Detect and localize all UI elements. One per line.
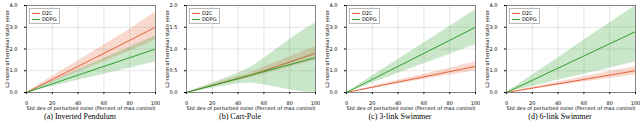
svg-text:1.5: 1.5 xyxy=(170,24,178,30)
svg-text:1.0: 1.0 xyxy=(170,46,178,52)
svg-text:40: 40 xyxy=(394,100,402,107)
html-text:DDPG: DDPG xyxy=(522,16,537,22)
svg-text:80: 80 xyxy=(286,100,293,107)
svg-text:60: 60 xyxy=(420,100,428,107)
svg-text:0.0: 0.0 xyxy=(170,89,178,95)
html-text:DDPG: DDPG xyxy=(362,16,377,22)
svg-text:0: 0 xyxy=(184,100,189,107)
svg-text:2.0: 2.0 xyxy=(10,46,18,52)
svg-text:0.0: 0.0 xyxy=(490,89,498,95)
html-text:(b) Cart-Pole: (b) Cart-Pole xyxy=(219,112,261,121)
svg-text:3.0: 3.0 xyxy=(330,24,338,30)
svg-text:60: 60 xyxy=(260,100,268,107)
svg-text:60: 60 xyxy=(100,100,108,107)
svg-text:40: 40 xyxy=(554,100,562,107)
svg-text:2.0: 2.0 xyxy=(490,46,498,52)
svg-text:Std dev of perturbed noise (Pe: Std dev of perturbed noise (Percent of m… xyxy=(346,105,475,112)
html-text:D2C: D2C xyxy=(42,10,53,16)
svg-text:1.0: 1.0 xyxy=(490,67,498,73)
svg-text:4.0: 4.0 xyxy=(10,2,18,8)
svg-text:2.0: 2.0 xyxy=(330,46,338,52)
svg-text:4.0: 4.0 xyxy=(330,2,338,8)
svg-text:L2-norm of terminal state erro: L2-norm of terminal state error xyxy=(164,9,170,88)
html-text:(a) Inverted Pendulum: (a) Inverted Pendulum xyxy=(44,112,116,121)
svg-text:Std dev of perturbed noise (Pe: Std dev of perturbed noise (Percent of m… xyxy=(506,105,635,112)
svg-text:0: 0 xyxy=(504,100,509,107)
svg-text:20: 20 xyxy=(49,100,56,107)
html-text:(d) 6-link Swimmer: (d) 6-link Swimmer xyxy=(528,112,592,121)
svg-text:3.0: 3.0 xyxy=(490,24,498,30)
svg-text:40: 40 xyxy=(74,100,82,107)
html-text:D2C: D2C xyxy=(522,10,533,16)
svg-text:4.0: 4.0 xyxy=(490,2,498,8)
svg-text:3.0: 3.0 xyxy=(10,24,18,30)
html-text:(c) 3-link Swimmer: (c) 3-link Swimmer xyxy=(368,112,432,121)
html-text:DDPG: DDPG xyxy=(202,16,217,22)
svg-text:1.0: 1.0 xyxy=(330,67,338,73)
svg-text:Std dev of perturbed noise (Pe: Std dev of perturbed noise (Percent of m… xyxy=(186,105,315,112)
html-text:D2C: D2C xyxy=(202,10,213,16)
svg-text:80: 80 xyxy=(606,100,613,107)
svg-text:0.5: 0.5 xyxy=(170,67,178,73)
svg-text:80: 80 xyxy=(446,100,453,107)
svg-text:2.0: 2.0 xyxy=(170,2,178,8)
svg-text:0: 0 xyxy=(24,100,29,107)
svg-text:L2-norm of terminal state erro: L2-norm of terminal state error xyxy=(484,9,490,88)
svg-text:20: 20 xyxy=(369,100,376,107)
svg-text:L2-norm of terminal state erro: L2-norm of terminal state error xyxy=(324,9,330,88)
svg-text:0.0: 0.0 xyxy=(330,89,338,95)
svg-text:L2-norm of terminal state erro: L2-norm of terminal state error xyxy=(4,9,10,88)
svg-text:20: 20 xyxy=(209,100,216,107)
svg-text:60: 60 xyxy=(580,100,588,107)
svg-text:80: 80 xyxy=(126,100,133,107)
svg-text:0: 0 xyxy=(344,100,349,107)
svg-text:0.0: 0.0 xyxy=(10,89,18,95)
svg-text:Std dev of perturbed noise (Pe: Std dev of perturbed noise (Percent of m… xyxy=(26,105,155,112)
html-text:D2C: D2C xyxy=(362,10,373,16)
svg-text:1.0: 1.0 xyxy=(10,67,18,73)
svg-text:20: 20 xyxy=(529,100,536,107)
svg-text:40: 40 xyxy=(234,100,242,107)
html-text:DDPG: DDPG xyxy=(42,16,57,22)
